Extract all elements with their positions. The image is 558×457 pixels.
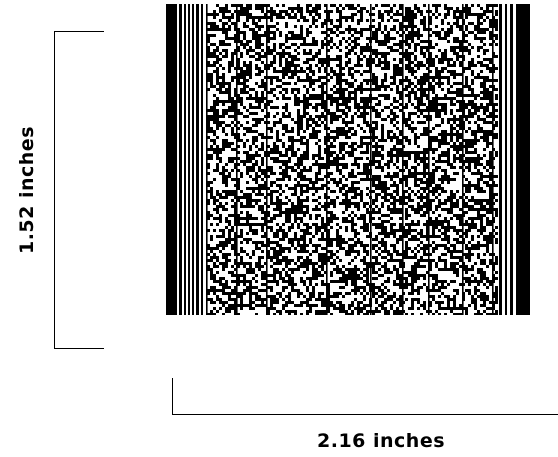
- width-dimension-bracket: [172, 378, 558, 415]
- height-dimension-label: 1.52 inches: [16, 125, 38, 255]
- width-dimension-label: 2.16 inches: [317, 430, 446, 452]
- height-dimension-bracket: [54, 31, 104, 349]
- barcode-image: [166, 4, 530, 315]
